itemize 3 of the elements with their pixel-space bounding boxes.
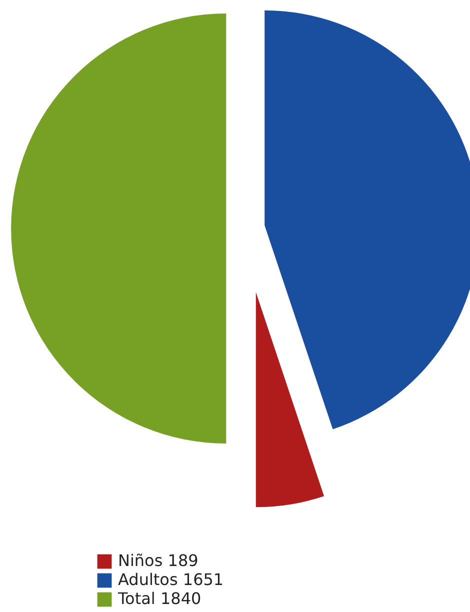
legend-label: Adultos 1651 <box>118 570 224 589</box>
legend-label: Niños 189 <box>118 551 198 570</box>
legend-label: Total 1840 <box>118 589 202 608</box>
